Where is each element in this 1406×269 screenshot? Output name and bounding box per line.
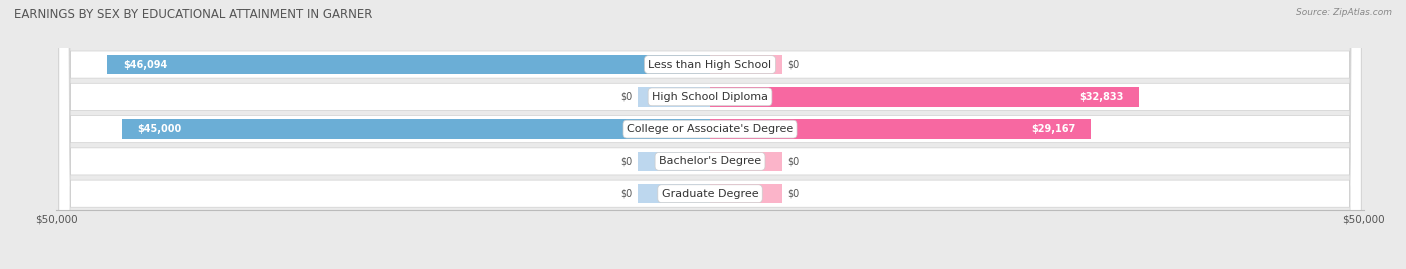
- Text: $0: $0: [787, 189, 800, 199]
- Text: High School Diploma: High School Diploma: [652, 92, 768, 102]
- Text: $0: $0: [787, 59, 800, 70]
- Text: $45,000: $45,000: [138, 124, 181, 134]
- Bar: [638, 152, 710, 171]
- FancyBboxPatch shape: [59, 0, 1361, 269]
- Text: Less than High School: Less than High School: [648, 59, 772, 70]
- Text: $32,833: $32,833: [1080, 92, 1123, 102]
- Bar: [638, 87, 710, 107]
- Bar: [710, 184, 782, 203]
- Text: $29,167: $29,167: [1032, 124, 1076, 134]
- Text: Bachelor's Degree: Bachelor's Degree: [659, 156, 761, 167]
- Bar: [710, 119, 1091, 139]
- Bar: [121, 119, 710, 139]
- Bar: [710, 87, 1139, 107]
- Text: EARNINGS BY SEX BY EDUCATIONAL ATTAINMENT IN GARNER: EARNINGS BY SEX BY EDUCATIONAL ATTAINMEN…: [14, 8, 373, 21]
- FancyBboxPatch shape: [59, 0, 1361, 269]
- FancyBboxPatch shape: [59, 0, 1361, 269]
- Text: Graduate Degree: Graduate Degree: [662, 189, 758, 199]
- Text: $0: $0: [620, 92, 633, 102]
- Text: College or Associate's Degree: College or Associate's Degree: [627, 124, 793, 134]
- Bar: [710, 55, 782, 74]
- Bar: [710, 152, 782, 171]
- FancyBboxPatch shape: [59, 0, 1361, 269]
- FancyBboxPatch shape: [59, 0, 1361, 269]
- Bar: [107, 55, 710, 74]
- Text: Source: ZipAtlas.com: Source: ZipAtlas.com: [1296, 8, 1392, 17]
- Text: $0: $0: [787, 156, 800, 167]
- Text: $0: $0: [620, 156, 633, 167]
- Bar: [638, 184, 710, 203]
- Text: $0: $0: [620, 189, 633, 199]
- Text: $46,094: $46,094: [122, 59, 167, 70]
